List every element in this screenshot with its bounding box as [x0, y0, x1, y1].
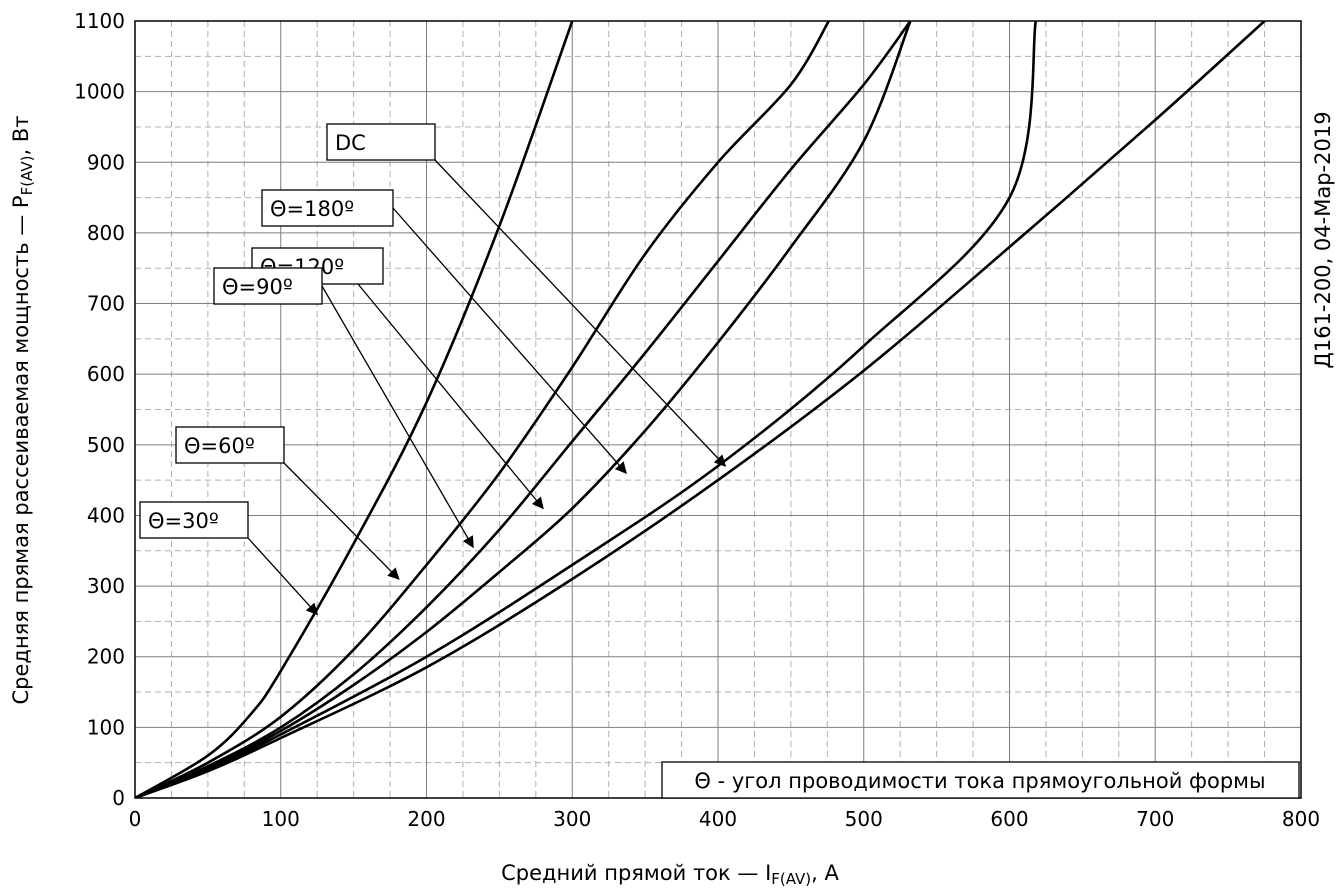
series-line-5 — [135, 21, 1266, 798]
label-text: Θ=30º — [148, 509, 219, 533]
series-line-0 — [135, 21, 574, 798]
series-line-3 — [135, 21, 912, 798]
x-tick-label: 600 — [990, 807, 1028, 831]
x-axis-title-main: Средний прямой ток — I — [501, 861, 771, 885]
x-tick-label: 0 — [129, 807, 142, 831]
grid — [134, 20, 1302, 799]
x-axis-title: Средний прямой ток — IF(AV), А — [501, 861, 839, 888]
x-tick-label: 200 — [407, 807, 445, 831]
y-axis-title: Средняя прямая рассеиваемая мощность — P… — [9, 116, 36, 705]
curve-label-0: DC — [326, 123, 727, 467]
y-tick-label: 900 — [87, 150, 125, 174]
y-tick-label: 800 — [87, 221, 125, 245]
label-text: Θ=90º — [222, 275, 293, 299]
x-tick-label: 100 — [262, 807, 300, 831]
label-box — [326, 123, 436, 161]
label-leader-arrow — [321, 285, 474, 549]
label-text: Θ=180º — [270, 197, 354, 221]
y-tick-label: 1100 — [74, 9, 125, 33]
y-tick-label: 100 — [87, 715, 125, 739]
label-leader-arrow — [357, 283, 544, 510]
label-box — [261, 189, 394, 227]
y-tick-label: 400 — [87, 503, 125, 527]
label-box — [213, 267, 323, 305]
label-leader-arrow — [247, 537, 318, 616]
y-axis-title-main: Средняя прямая рассеиваемая мощность — P — [9, 195, 33, 704]
curves — [135, 21, 1266, 798]
note-box — [661, 761, 1300, 799]
y-tick-label: 500 — [87, 433, 125, 457]
conduction-angle-note: Θ - угол проводимости тока прямоугольной… — [661, 761, 1300, 799]
x-tick-label: 800 — [1282, 807, 1320, 831]
y-tick-label: 300 — [87, 574, 125, 598]
x-tick-label: 500 — [845, 807, 883, 831]
y-tick-label: 600 — [87, 362, 125, 386]
x-tick-label: 300 — [553, 807, 591, 831]
x-tick-label: 400 — [699, 807, 737, 831]
series-line-4 — [135, 21, 1037, 798]
curve-label-3: Θ=90º — [213, 267, 474, 549]
side-label: Д161-200, 04-Мар-2019 — [1311, 111, 1335, 368]
label-leader-arrow — [434, 159, 727, 467]
label-box — [139, 501, 249, 539]
axes: 0 100 200 300 400 500 600 700 800 0 100 200 300 400 50… — [74, 9, 1320, 831]
label-text: DC — [335, 131, 366, 155]
y-tick-label: 200 — [87, 645, 125, 669]
series-line-1 — [135, 21, 830, 798]
x-axis-title-sub: F(AV) — [771, 870, 811, 888]
label-box — [175, 426, 285, 464]
label-leader-arrow — [392, 207, 627, 474]
y-tick-label: 0 — [112, 786, 125, 810]
label-leader-arrow — [283, 462, 400, 580]
x-tick-label: 700 — [1136, 807, 1174, 831]
y-axis-title-sub: F(AV) — [18, 156, 36, 196]
y-tick-label: 1000 — [74, 80, 125, 104]
y-tick-label: 700 — [87, 292, 125, 316]
curve-label-4: Θ=60º — [175, 426, 400, 580]
x-axis-title-suffix: , А — [811, 861, 839, 885]
curve-label-1: Θ=180º — [261, 189, 627, 474]
label-text: Θ=60º — [184, 434, 255, 458]
curve-label-5: Θ=30º — [139, 501, 318, 616]
y-axis-title-suffix: , Вт — [9, 116, 33, 156]
series-line-2 — [135, 21, 912, 798]
note-text: Θ - угол проводимости тока прямоугольной… — [694, 769, 1265, 793]
